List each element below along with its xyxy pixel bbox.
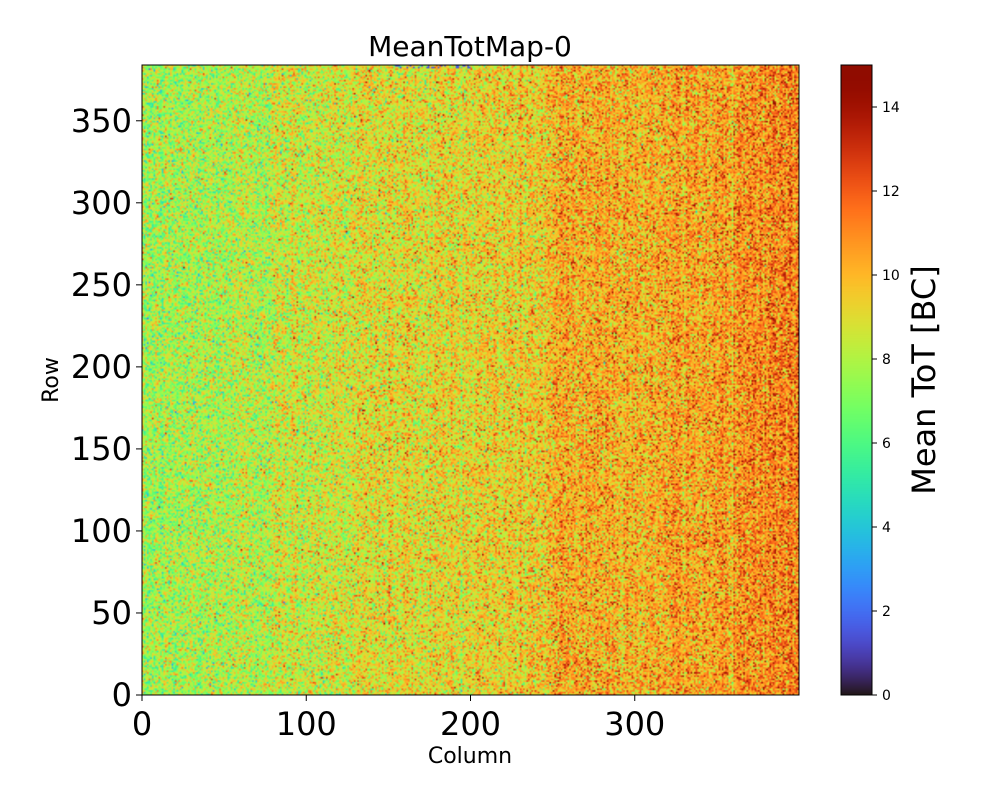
colorbar-ticks: 0 2 4 6 8 10 12 14 [872, 100, 900, 704]
heatmap-image [142, 65, 799, 695]
y-tick-label: 350 [71, 102, 132, 140]
x-tick-label: 200 [440, 705, 501, 743]
colorbar: 0 2 4 6 8 10 12 14 Mean ToT [BC] [840, 64, 943, 704]
heatmap-plot-area [141, 64, 800, 696]
y-axis-label: Row [39, 357, 64, 403]
y-tick-label: 150 [71, 430, 132, 468]
x-tick-label: 300 [604, 705, 665, 743]
colorbar-gradient [841, 65, 872, 695]
chart-title: MeanTotMap-0 [368, 30, 572, 63]
colorbar-tick-label: 2 [882, 604, 891, 620]
y-tick-label: 250 [71, 266, 132, 304]
y-tick-label: 200 [71, 348, 132, 386]
x-axis-label: Column [428, 744, 512, 769]
colorbar-label: Mean ToT [BC] [905, 265, 943, 494]
colorbar-tick-label: 4 [882, 520, 891, 536]
x-axis-ticks: 0 100 200 300 [132, 695, 665, 743]
y-tick-label: 0 [112, 676, 132, 714]
x-tick-label: 100 [276, 705, 337, 743]
colorbar-tick-label: 0 [882, 688, 891, 704]
colorbar-tick-label: 14 [882, 100, 900, 116]
colorbar-tick-label: 8 [882, 352, 891, 368]
colorbar-tick-label: 12 [882, 184, 900, 200]
y-tick-label: 100 [71, 512, 132, 550]
x-tick-label: 0 [132, 705, 152, 743]
y-tick-label: 50 [91, 594, 132, 632]
y-tick-label: 300 [71, 184, 132, 222]
colorbar-tick-label: 6 [882, 436, 891, 452]
colorbar-frame [840, 64, 873, 696]
colorbar-tick-label: 10 [882, 268, 900, 284]
y-axis-ticks: 0 50 100 150 200 250 300 350 [71, 102, 142, 714]
